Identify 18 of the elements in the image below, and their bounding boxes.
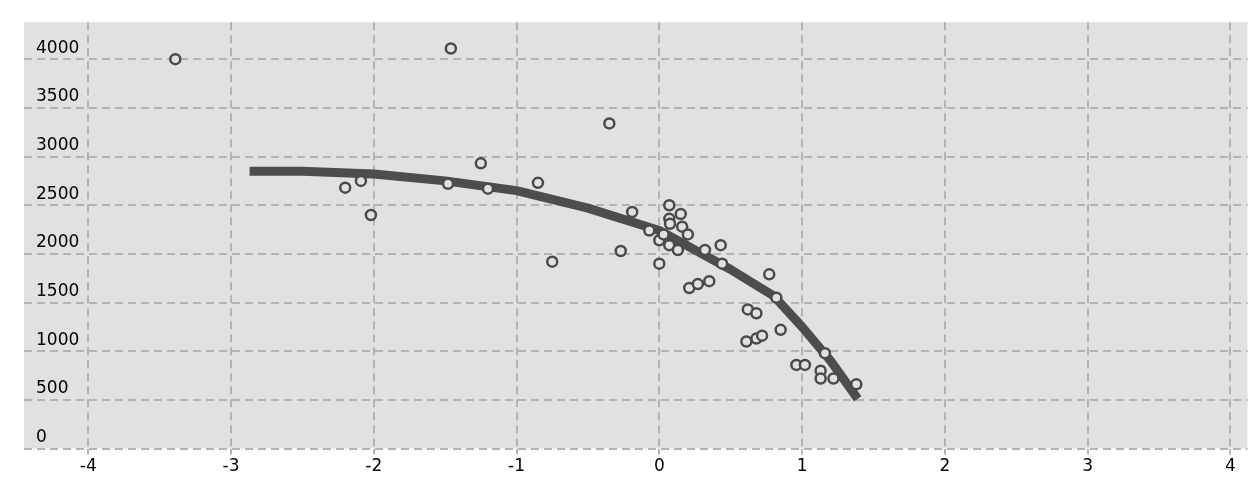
y-tick-label: 2500 [36, 182, 80, 203]
y-tick-label: 1500 [36, 279, 80, 300]
y-tick-label: 2000 [36, 231, 80, 252]
x-tick-label: -2 [365, 455, 383, 476]
y-tick-label: 4000 [36, 36, 80, 57]
y-tick-label: 500 [36, 377, 69, 398]
x-tick-label: 0 [653, 455, 665, 476]
y-tick-label: 3000 [36, 133, 80, 154]
y-tick-label: 1000 [36, 328, 80, 349]
x-tick-label: 1 [796, 455, 808, 476]
y-tick-label: 3500 [36, 85, 80, 106]
x-tick-label: 4 [1224, 455, 1236, 476]
y-tick-label: 0 [36, 426, 47, 447]
x-tick-label: -3 [222, 455, 240, 476]
x-tick-label: 2 [939, 455, 951, 476]
x-tick-label: -1 [508, 455, 526, 476]
x-tick-label: 3 [1082, 455, 1094, 476]
x-tick-label: -4 [79, 455, 97, 476]
